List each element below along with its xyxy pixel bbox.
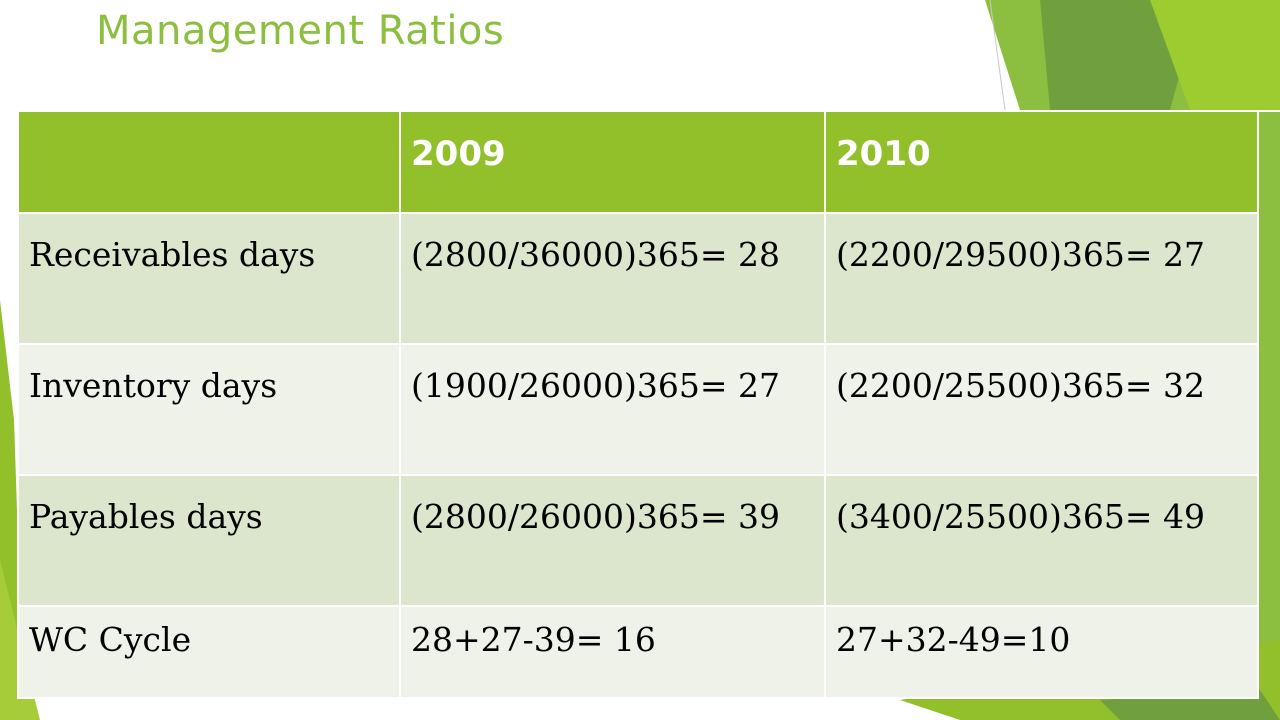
row-label: Inventory days (17, 343, 401, 476)
header-cell-empty (17, 110, 401, 214)
cell-2010: (2200/25500)365= 32 (824, 343, 1259, 476)
management-ratios-table: 2009 2010 Receivables days (2800/36000)3… (17, 110, 1259, 699)
cell-2009: (2800/36000)365= 28 (399, 212, 826, 345)
table-row: Inventory days (1900/26000)365= 27 (2200… (17, 343, 1259, 476)
row-label: WC Cycle (17, 605, 401, 699)
table-header-row: 2009 2010 (17, 110, 1259, 214)
header-cell-2010: 2010 (824, 110, 1259, 214)
right-decor-facet-2 (1040, 0, 1200, 110)
header-cell-2009: 2009 (399, 110, 826, 214)
row-label: Receivables days (17, 212, 401, 345)
right-decor-line (989, 0, 1006, 111)
right-decor-facet-3 (1150, 0, 1280, 110)
cell-2010: (2200/29500)365= 27 (824, 212, 1259, 345)
cell-2010: (3400/25500)365= 49 (824, 474, 1259, 607)
cell-2010: 27+32-49=10 (824, 605, 1259, 699)
slide-title: Management Ratios (96, 8, 505, 54)
cell-2009: (2800/26000)365= 39 (399, 474, 826, 607)
right-decor-facet-1 (985, 0, 1280, 110)
cell-2009: (1900/26000)365= 27 (399, 343, 826, 476)
cell-2009: 28+27-39= 16 (399, 605, 826, 699)
right-decor-facet-4 (1258, 112, 1280, 720)
table-row: Receivables days (2800/36000)365= 28 (22… (17, 212, 1259, 345)
table-row: Payables days (2800/26000)365= 39 (3400/… (17, 474, 1259, 607)
table-row: WC Cycle 28+27-39= 16 27+32-49=10 (17, 605, 1259, 699)
row-label: Payables days (17, 474, 401, 607)
